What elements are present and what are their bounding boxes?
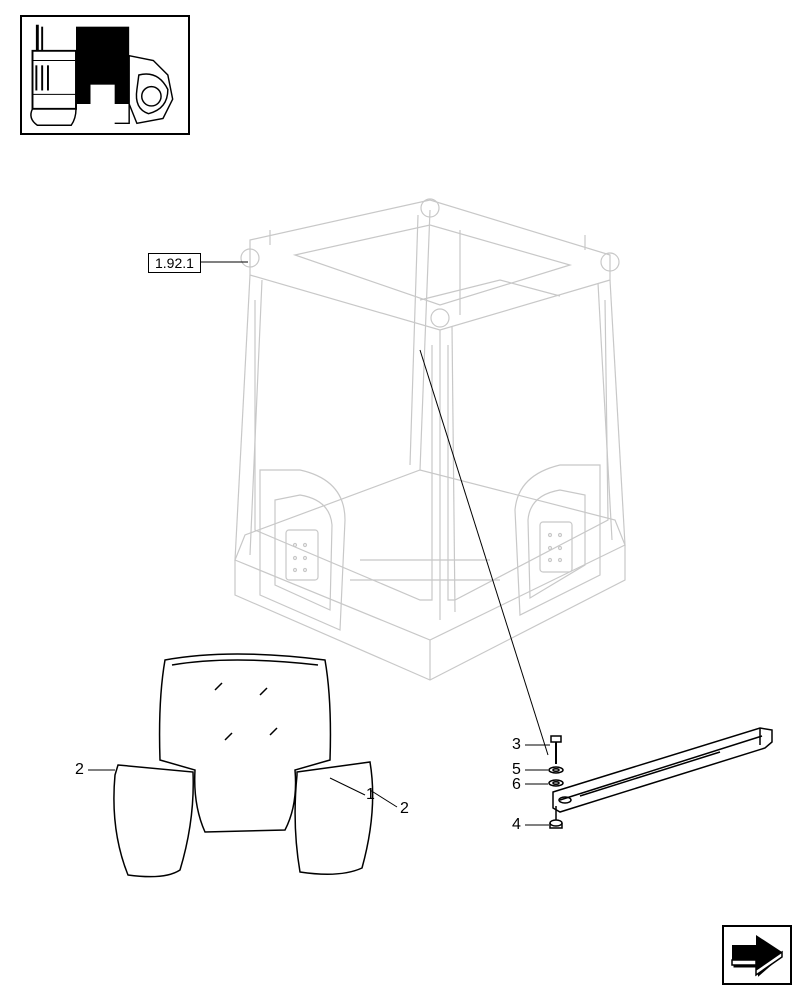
callout-2-right: 2: [400, 800, 409, 818]
bracket-assembly: [549, 728, 772, 828]
callout-1: 1: [366, 786, 375, 804]
windshield-group: [114, 654, 373, 877]
callout-6: 6: [512, 776, 521, 794]
callout-2-left: 2: [75, 761, 84, 779]
reference-label: 1.92.1: [148, 253, 201, 273]
next-page-arrow[interactable]: [722, 925, 792, 985]
callout-4: 4: [512, 816, 521, 834]
callout-3: 3: [512, 736, 521, 754]
main-diagram-svg: [0, 0, 812, 1000]
cab-frame-ghost: [235, 199, 625, 680]
page-root: 1.92.1 2 1 2 3 5 6 4: [0, 0, 812, 1000]
